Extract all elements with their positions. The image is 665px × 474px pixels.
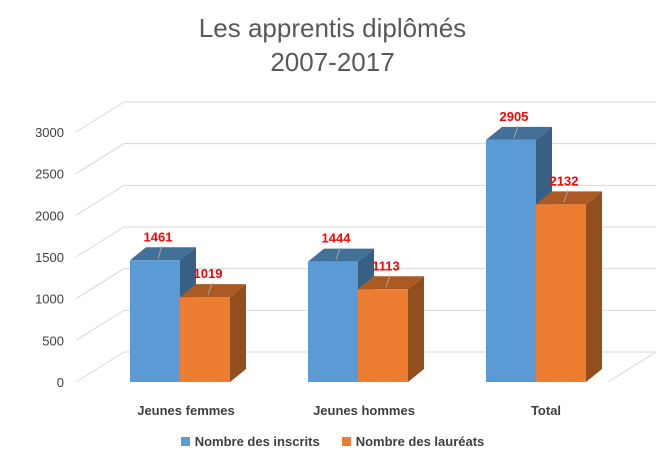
- x-category-label: Jeunes femmes: [137, 403, 235, 418]
- bar: [486, 139, 536, 382]
- chart-subtitle: 2007-2017: [270, 47, 395, 77]
- bar-side: [408, 276, 424, 382]
- legend: Nombre des inscrits Nombre des lauréats: [0, 434, 665, 449]
- gridline: [75, 351, 656, 383]
- floor-edge: [607, 351, 657, 383]
- data-label: 1113: [372, 258, 400, 273]
- bar-top: [358, 276, 424, 290]
- data-label-leader: [563, 190, 569, 203]
- bar: [536, 204, 586, 382]
- data-label-leader: [513, 125, 519, 139]
- bar-top: [486, 126, 552, 140]
- gridline: [75, 226, 656, 258]
- gridline: [75, 309, 656, 341]
- legend-swatch-laureats: [341, 437, 351, 446]
- y-tick-label: 500: [42, 333, 64, 348]
- data-label: 1444: [322, 231, 352, 246]
- legend-item-laureats: Nombre des lauréats: [341, 434, 485, 449]
- bar: [358, 289, 408, 382]
- gridline: [75, 268, 656, 300]
- legend-item-inscrits: Nombre des inscrits: [180, 434, 320, 449]
- gridline: [75, 143, 656, 175]
- data-label-leader: [207, 282, 213, 296]
- gridline: [75, 184, 656, 216]
- y-tick-label: 2000: [35, 208, 64, 223]
- bar: [308, 261, 358, 382]
- chart-title: Les apprentis diplômés: [198, 13, 467, 43]
- x-category-label: Total: [531, 403, 561, 418]
- y-tick-label: 3000: [35, 125, 64, 140]
- bar-side: [230, 284, 246, 382]
- bar-top: [308, 248, 374, 262]
- bar-top: [180, 284, 246, 298]
- bar-top: [536, 191, 602, 205]
- y-tick-label: 1000: [35, 292, 64, 307]
- data-label: 1461: [144, 229, 173, 244]
- legend-label-inscrits: Nombre des inscrits: [194, 434, 320, 449]
- bar: [180, 297, 230, 382]
- data-label: 1019: [194, 266, 223, 281]
- bar-top: [130, 247, 196, 261]
- legend-swatch-inscrits: [180, 437, 190, 446]
- gridline: [75, 101, 656, 133]
- bar-side: [586, 191, 602, 382]
- x-category-label: Jeunes hommes: [313, 403, 415, 418]
- data-label-leader: [385, 275, 391, 288]
- y-tick-label: 1500: [35, 250, 64, 265]
- data-label: 2132: [550, 173, 579, 188]
- data-label-leader: [335, 247, 341, 260]
- data-label-leader: [157, 246, 163, 259]
- data-label: 2905: [500, 109, 529, 124]
- bar: [130, 260, 180, 382]
- y-tick-label: 2500: [35, 167, 64, 182]
- y-tick-label: 0: [57, 375, 64, 390]
- legend-label-laureats: Nombre des lauréats: [355, 434, 485, 449]
